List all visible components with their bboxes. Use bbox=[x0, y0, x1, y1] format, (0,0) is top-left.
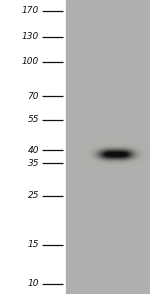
Text: 100: 100 bbox=[22, 57, 39, 66]
Text: 130: 130 bbox=[22, 32, 39, 41]
Bar bbox=[0, 0, 66, 294]
Text: 70: 70 bbox=[27, 92, 39, 101]
Text: 15: 15 bbox=[27, 240, 39, 249]
Text: 35: 35 bbox=[27, 158, 39, 168]
Text: 170: 170 bbox=[22, 6, 39, 15]
Text: 40: 40 bbox=[27, 146, 39, 155]
Text: 25: 25 bbox=[27, 191, 39, 200]
Text: 55: 55 bbox=[27, 115, 39, 124]
Text: 10: 10 bbox=[27, 279, 39, 288]
Bar bbox=[66, 0, 150, 294]
